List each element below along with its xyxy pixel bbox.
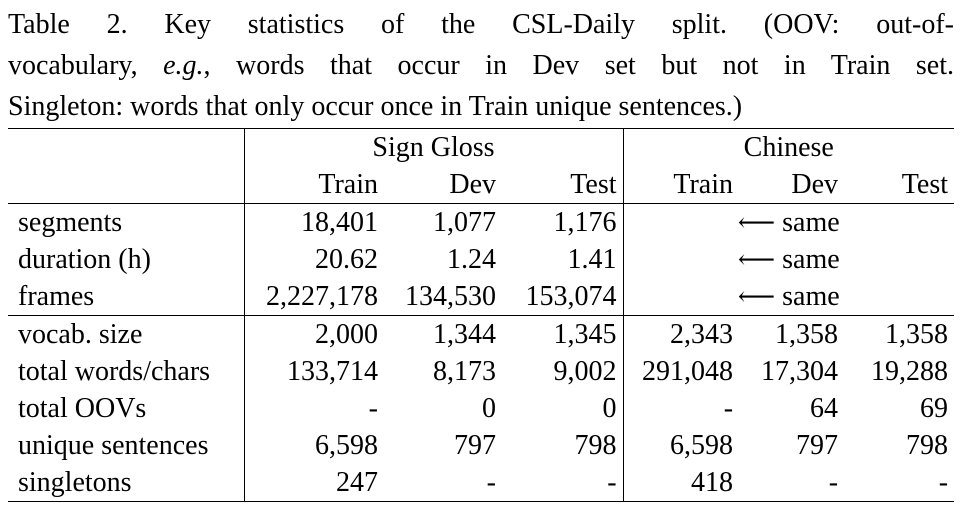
caption-line-1: Table 2. Key statistics of the CSL-Daily…	[8, 9, 954, 40]
cell: 2,227,178	[266, 280, 378, 312]
cell: 2,343	[623, 315, 740, 353]
table-row: unique sentences 6,598 797 798 6,598 797…	[8, 427, 954, 464]
cell: 18,401	[244, 203, 384, 241]
same-as-gloss-cell: ⟵ same	[623, 203, 955, 241]
cell: -	[502, 464, 624, 502]
row-label: frames	[8, 278, 245, 316]
table-row: total words/chars 133,714 8,173 9,002 29…	[8, 353, 954, 390]
cell: 1.24	[447, 243, 496, 275]
row-label: vocab. size	[8, 315, 245, 353]
cell: 0	[502, 390, 624, 427]
cell: 798	[906, 429, 949, 461]
cell: -	[723, 392, 734, 424]
row-label: unique sentences	[8, 427, 245, 464]
caption-eg: e.g.	[163, 50, 204, 81]
col-header: Dev	[449, 168, 496, 200]
cell: 1,358	[844, 315, 955, 353]
cell: 1,345	[502, 315, 624, 353]
table-row: segments 18,401 1,077 1,176 ⟵ same	[8, 203, 955, 241]
col-header: Train	[318, 168, 378, 200]
table-row: total OOVs - 0 0 - 64 69	[8, 390, 954, 427]
cell: 247	[244, 464, 384, 502]
table-row: vocab. size 2,000 1,344 1,345 2,343 1,35…	[8, 315, 955, 353]
header-corner	[8, 128, 245, 166]
cell: -	[739, 464, 845, 502]
col-header: Test	[901, 168, 949, 200]
group-header-sign-gloss: Sign Gloss	[244, 128, 624, 166]
cell: 1.41	[502, 241, 624, 278]
cell: 291,048	[642, 355, 734, 387]
cell: 1,077	[384, 203, 502, 241]
row-label: total words/chars	[8, 353, 245, 390]
cell: -	[368, 392, 378, 424]
cell: 797	[454, 429, 496, 461]
group-header-row: Sign Gloss Chinese	[8, 128, 955, 166]
left-arrow-icon: ⟵	[737, 281, 776, 312]
left-arrow-icon: ⟵	[737, 244, 776, 275]
cell: 797	[796, 429, 839, 461]
col-header: Test	[502, 166, 624, 204]
row-label: duration (h)	[8, 241, 245, 278]
col-header: Train	[673, 168, 734, 200]
table-row: duration (h) 20.62 1.24 1.41 ⟵ same	[8, 241, 954, 278]
group-header-chinese: Chinese	[623, 128, 955, 166]
table-caption: Table 2. Key statistics of the CSL-Daily…	[8, 4, 954, 127]
cell: 19,288	[871, 355, 949, 387]
cell: 20.62	[315, 243, 378, 275]
table-row: singletons 247 - - 418 - -	[8, 464, 955, 502]
cell: 6,598	[315, 429, 378, 461]
cell: -	[384, 464, 502, 502]
col-header: Dev	[791, 168, 839, 200]
cell: 69	[920, 392, 949, 424]
cell: 8,173	[433, 355, 496, 387]
cell: 134,530	[405, 280, 496, 312]
same-label: same	[782, 206, 840, 238]
cell: 9,002	[502, 353, 624, 390]
same-label: same	[782, 243, 840, 275]
caption-line-2-pre: vocabulary,	[8, 50, 164, 81]
table-row: frames 2,227,178 134,530 153,074 ⟵ same	[8, 278, 954, 316]
row-label: total OOVs	[8, 390, 245, 427]
cell: 418	[623, 464, 740, 502]
same-label: same	[782, 280, 840, 312]
cell: 798	[502, 427, 624, 464]
cell: 6,598	[670, 429, 734, 461]
header-corner-2	[8, 166, 245, 204]
statistics-table: Sign Gloss Chinese Train Dev Test Train …	[8, 128, 955, 502]
left-arrow-icon: ⟵	[737, 207, 776, 238]
cell: 153,074	[502, 278, 624, 316]
sub-header-row: Train Dev Test Train Dev Test	[8, 166, 954, 204]
cell: 1,344	[384, 315, 502, 353]
cell: 1,358	[739, 315, 845, 353]
same-as-gloss-cell: ⟵ same	[623, 241, 954, 278]
cell: 17,304	[761, 355, 839, 387]
row-label: segments	[8, 203, 245, 241]
caption-line-3: Singleton: words that only occur once in…	[8, 91, 743, 122]
cell: 0	[482, 392, 496, 424]
same-as-gloss-cell: ⟵ same	[623, 278, 954, 316]
cell: 2,000	[244, 315, 384, 353]
cell: -	[844, 464, 955, 502]
caption-line-2: vocabulary, e.g., words that occur in De…	[8, 45, 954, 86]
row-label: singletons	[8, 464, 245, 502]
cell: 1,176	[502, 203, 624, 241]
caption-line-2-post: , words that occur in Dev set but not in…	[203, 50, 954, 81]
cell: 133,714	[287, 355, 378, 387]
cell: 64	[810, 392, 839, 424]
